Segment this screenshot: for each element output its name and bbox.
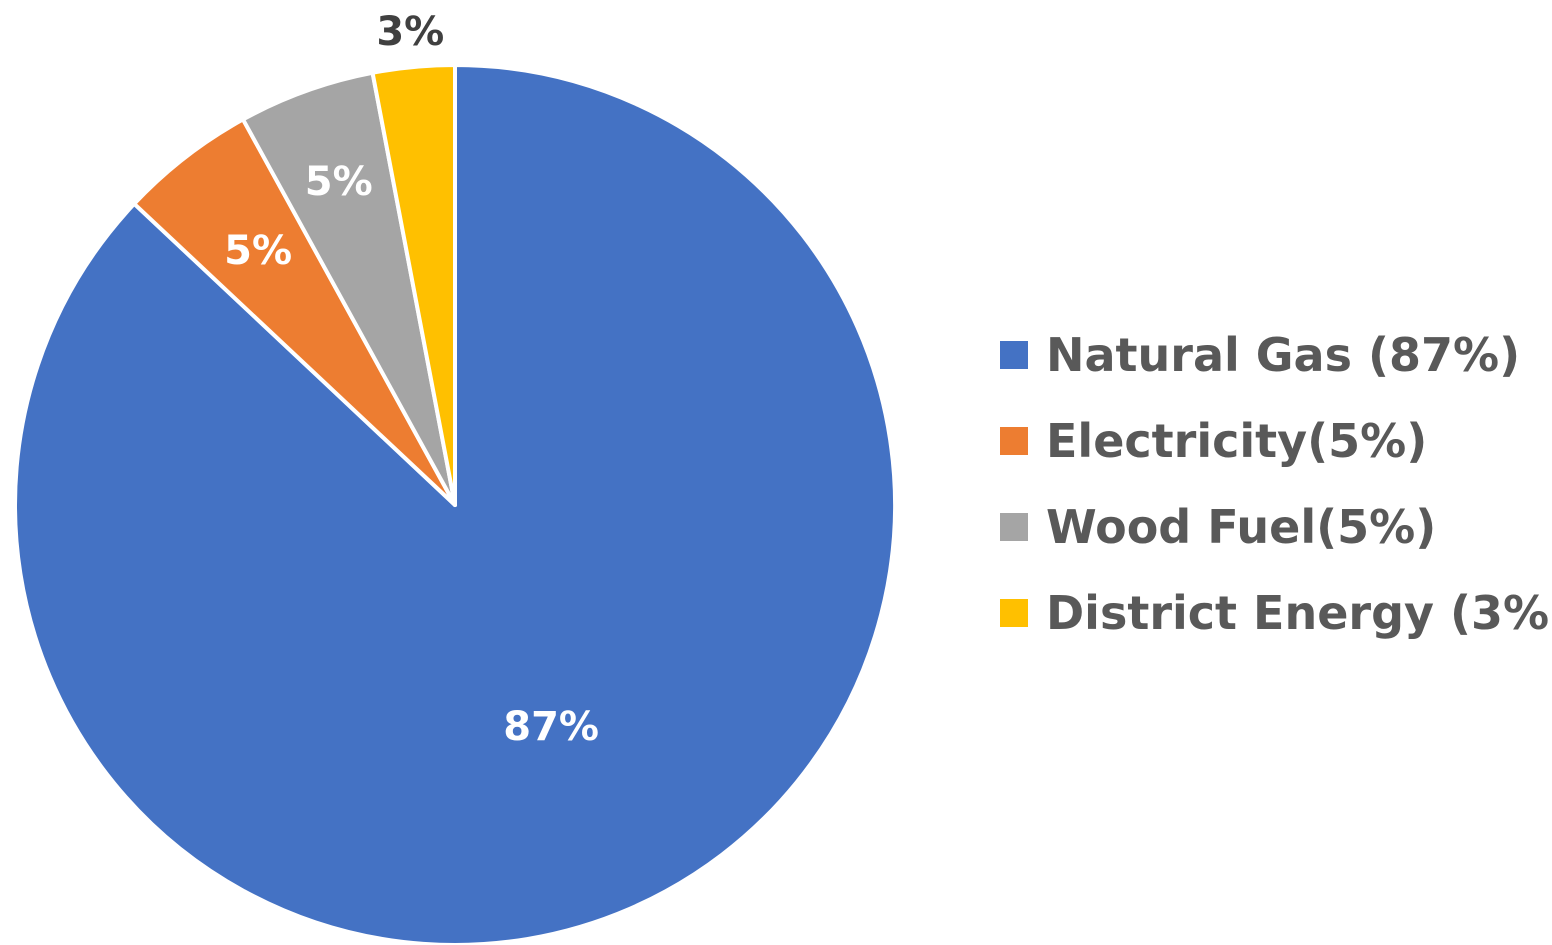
- legend-swatch-electricity: [1000, 427, 1028, 455]
- legend-label-electricity: Electricity(5%): [1046, 414, 1428, 468]
- data-label-wood-fuel: 5%: [305, 159, 373, 205]
- legend-item-electricity: Electricity(5%): [1000, 398, 1545, 484]
- data-label-electricity: 5%: [224, 228, 292, 274]
- legend-item-district-energy: District Energy (3%): [1000, 570, 1552, 656]
- legend-item-wood-fuel: Wood Fuel(5%): [1000, 484, 1545, 570]
- legend-label-district-energy: District Energy (3%): [1046, 586, 1552, 640]
- legend: Natural Gas (87%) Electricity(5%) Wood F…: [1000, 312, 1552, 656]
- legend-swatch-district-energy: [1000, 599, 1028, 627]
- legend-item-natural-gas: Natural Gas (87%): [1000, 312, 1545, 398]
- pie-slice-district-energy: [370, 63, 457, 507]
- legend-swatch-natural-gas: [1000, 341, 1028, 369]
- legend-swatch-wood-fuel: [1000, 513, 1028, 541]
- legend-label-natural-gas: Natural Gas (87%): [1046, 328, 1521, 382]
- data-label-natural-gas: 87%: [503, 704, 599, 750]
- legend-label-wood-fuel: Wood Fuel(5%): [1046, 500, 1437, 554]
- data-label-district-energy: 3%: [376, 9, 444, 55]
